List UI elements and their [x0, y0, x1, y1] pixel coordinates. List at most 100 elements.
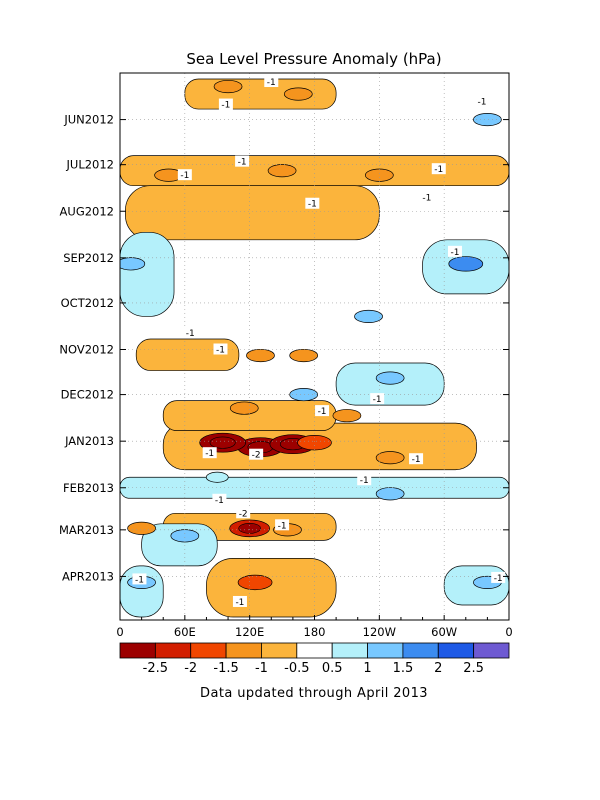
x-tick-label: 120E — [235, 625, 264, 639]
anomaly-band-2 — [125, 185, 380, 241]
contour-label-background — [431, 163, 446, 175]
colorbar-swatch — [296, 642, 333, 659]
contour-label: -1 — [216, 346, 225, 356]
anomaly-core-8 — [238, 522, 261, 534]
contour-label: -1 — [308, 200, 317, 210]
colorbar-tick-label: -1 — [255, 661, 268, 676]
contour-label-background — [305, 197, 320, 209]
colorbar-swatch — [473, 642, 510, 659]
contour-label-background — [235, 155, 250, 167]
contour-label: -1 — [318, 407, 327, 417]
x-tick-label: 60W — [431, 625, 457, 639]
anomaly-region-11 — [364, 168, 394, 182]
anomaly-band-14 — [120, 231, 175, 317]
y-tick-label: OCT2012 — [61, 296, 114, 310]
anomaly-band-8 — [206, 558, 337, 618]
colorbar-swatch — [367, 642, 404, 659]
contour-label: -1 — [477, 98, 486, 108]
x-tick-label: 0 — [116, 625, 123, 639]
anomaly-region-18 — [127, 521, 156, 535]
contour-label-background — [275, 519, 290, 531]
colorbar-tick-label: -2.5 — [143, 661, 168, 676]
contour-label-background — [202, 447, 217, 459]
colorbar-swatch — [225, 642, 262, 659]
contour-label: -1 — [494, 574, 503, 584]
contour-label-background — [370, 393, 385, 405]
anomaly-band-7 — [184, 78, 337, 110]
contour-label: -1 — [422, 194, 431, 204]
contour-label: -1 — [180, 171, 189, 181]
contour-label: -1 — [360, 476, 369, 486]
anomaly-region-15 — [246, 348, 275, 363]
contour-label: -1 — [412, 455, 421, 465]
contour-label: -1 — [278, 521, 287, 531]
x-tick-label: 60E — [174, 625, 196, 639]
colorbar-swatch — [402, 642, 439, 659]
x-tick-label: 0 — [505, 625, 512, 639]
contour-label-background — [232, 595, 247, 607]
anomaly-band-6 — [135, 338, 240, 371]
anomaly-region-21 — [473, 113, 502, 127]
contour-label: -1 — [186, 329, 195, 339]
y-tick-label: MAR2013 — [59, 523, 114, 537]
contour-label-background — [474, 95, 489, 107]
data-updated-note: Data updated through April 2013 — [200, 686, 428, 701]
contour-label-background — [264, 76, 279, 88]
contour-label-background — [357, 474, 372, 486]
anomaly-band-9 — [120, 476, 509, 499]
anomaly-region-17 — [237, 574, 273, 591]
contour-label-background — [236, 507, 251, 519]
colorbar-swatch — [437, 642, 475, 659]
anomaly-region-5 — [375, 451, 405, 465]
colorbar-swatch — [331, 642, 368, 659]
contour-label-background — [419, 191, 434, 203]
contour-label-background — [218, 98, 233, 110]
y-tick-label: SEP2012 — [63, 251, 114, 265]
colorbar-tick-label: -2 — [184, 661, 197, 676]
contour-label-background — [249, 448, 264, 460]
contour-label: -1 — [235, 598, 244, 608]
contour-label-background — [132, 573, 147, 585]
plot-area: -1 -1 -1 -1 -1 -1 -1 -1 -1 -1 -1 -1 -1 -1 -2 -1 -1 -1 -2 -1… — [120, 73, 509, 620]
contour-label-background — [447, 245, 462, 257]
contour-label: -1 — [434, 165, 443, 175]
contour-label-background — [409, 453, 424, 465]
anomaly-region-14 — [283, 87, 313, 101]
contour-label: -1 — [373, 395, 382, 405]
y-tick-label: JAN2013 — [64, 434, 114, 448]
anomaly-region-10 — [267, 164, 297, 178]
y-tick-label: AUG2012 — [60, 204, 114, 218]
anomaly-region-16 — [289, 348, 319, 363]
y-tick-label: DEC2012 — [61, 388, 114, 402]
contour-label-background — [212, 493, 227, 505]
contour-label-background — [183, 326, 198, 338]
contour-label-background — [315, 405, 330, 417]
contour-label-background — [213, 343, 228, 355]
contour-label-background — [177, 169, 192, 181]
anomaly-region-24 — [375, 487, 405, 501]
colorbar-swatch — [154, 642, 192, 659]
colorbar-swatch — [190, 642, 227, 659]
anomaly-region-29 — [354, 309, 383, 323]
colorbar-swatch — [119, 642, 156, 659]
colorbar-swatch — [261, 642, 298, 659]
anomaly-region-13 — [213, 79, 243, 94]
x-axis: 0 60E 120E 180 120W 60W 0 — [116, 615, 513, 639]
y-tick-label: FEB2013 — [63, 481, 114, 495]
colorbar-tick-label: 2.5 — [463, 661, 484, 676]
anomaly-region-22 — [120, 257, 146, 271]
contour-label: -1 — [450, 248, 459, 258]
colorbar-tick-label: -1.5 — [213, 661, 238, 676]
anomaly-core-2 — [209, 436, 236, 449]
y-tick-label: NOV2012 — [59, 343, 114, 357]
colorbar-tick-label: 2 — [434, 661, 442, 676]
y-tick-label: JUL2012 — [66, 158, 114, 172]
colorbar-tick-label: 1.5 — [393, 661, 414, 676]
anomaly-region-20 — [448, 256, 484, 272]
colorbar-tick-label: 0.5 — [322, 661, 343, 676]
x-tick-label: 120W — [363, 625, 396, 639]
anomaly-region-28 — [289, 388, 319, 402]
contour-label-background — [491, 571, 506, 583]
y-tick-label: APR2013 — [62, 569, 114, 583]
